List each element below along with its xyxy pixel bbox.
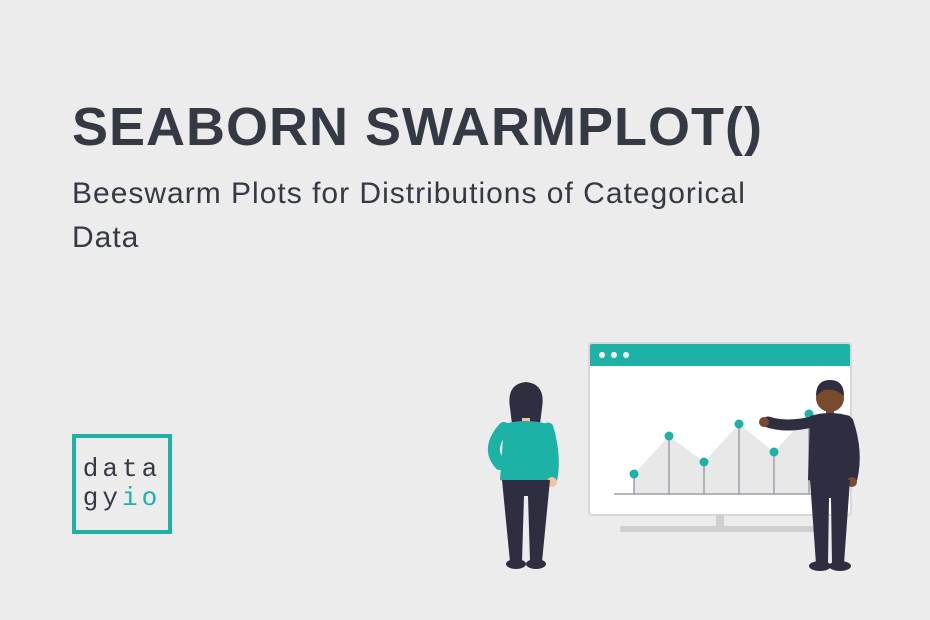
logo-line-2: gyio	[83, 484, 161, 513]
hero-illustration	[430, 324, 890, 584]
logo-text-gy: gy	[83, 483, 122, 513]
logo-text-data: data	[83, 454, 161, 484]
page-subtitle: Beeswarm Plots for Distributions of Cate…	[72, 172, 792, 259]
logo-line-1: data	[83, 455, 161, 484]
logo-box: data gyio	[72, 434, 172, 534]
page-title: SEABORN SWARMPLOT()	[72, 96, 763, 158]
logo-text-io: io	[122, 483, 161, 513]
